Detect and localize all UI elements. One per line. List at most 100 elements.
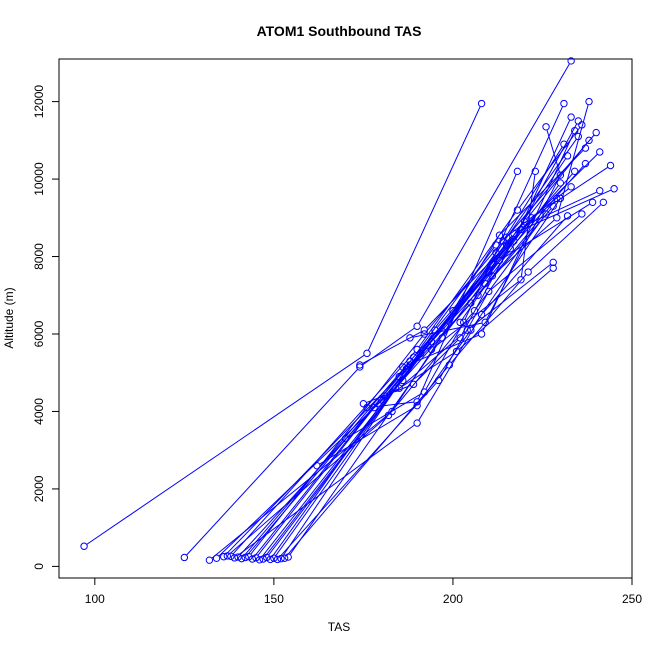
data-point — [413, 419, 421, 427]
series-segment — [418, 212, 516, 347]
data-point — [488, 272, 497, 280]
data-point — [359, 400, 368, 408]
series-segment — [494, 219, 555, 274]
series-26 — [359, 117, 582, 408]
data-point — [560, 99, 568, 108]
series-25 — [341, 99, 568, 443]
series-segment — [186, 369, 358, 556]
series-4 — [212, 132, 582, 562]
data-point — [234, 553, 242, 561]
data-point — [585, 97, 593, 106]
data-point — [556, 171, 565, 179]
data-point — [180, 553, 189, 562]
data-point — [427, 345, 436, 354]
series-9 — [252, 194, 561, 562]
series-segment — [443, 220, 531, 336]
data-point — [588, 198, 597, 207]
series-1 — [80, 99, 486, 550]
data-point — [212, 554, 221, 562]
data-point — [556, 194, 565, 203]
series-2 — [180, 57, 575, 562]
series-28 — [395, 258, 557, 392]
series-segment — [362, 331, 422, 364]
data-point — [237, 554, 246, 563]
data-point — [413, 322, 421, 330]
series-segment — [433, 227, 523, 340]
data-point — [420, 326, 428, 334]
data-point — [406, 334, 414, 342]
series-segment — [534, 167, 608, 217]
series-36 — [356, 241, 511, 369]
data-point — [356, 361, 364, 369]
data-point — [574, 117, 582, 125]
data-point — [263, 553, 271, 562]
series-segment — [418, 174, 517, 399]
data-point — [556, 179, 565, 187]
data-point — [549, 264, 557, 272]
series-segment — [426, 243, 502, 332]
series-27 — [377, 264, 557, 404]
data-point — [477, 330, 486, 338]
series-segment — [514, 120, 571, 239]
series-5 — [220, 136, 593, 561]
series-segment — [469, 264, 551, 329]
data-point — [481, 318, 489, 327]
series-33 — [449, 144, 590, 315]
data-point — [477, 99, 486, 108]
data-point — [255, 556, 264, 564]
data-point — [409, 353, 418, 361]
series-segment — [261, 348, 427, 558]
series-segment — [501, 150, 584, 234]
data-point — [599, 198, 608, 207]
y-tick-label: 2000 — [32, 475, 46, 502]
data-point — [363, 349, 371, 358]
data-point — [513, 167, 522, 176]
data-point — [517, 276, 525, 284]
data-point — [230, 554, 239, 562]
data-point — [341, 434, 350, 443]
series-segment — [418, 317, 481, 421]
data-point — [223, 552, 232, 560]
series-segment — [491, 215, 580, 290]
series-23 — [280, 198, 608, 562]
y-tick-label: 0 — [32, 563, 46, 570]
series-35 — [363, 167, 522, 412]
data-point — [502, 241, 511, 249]
series-segment — [401, 332, 465, 387]
data-point — [567, 113, 575, 121]
data-point — [270, 554, 278, 562]
series-segment — [426, 247, 505, 328]
series-segment — [366, 385, 411, 403]
data-point — [356, 363, 364, 371]
series-segment — [454, 237, 499, 309]
series-segment — [237, 424, 415, 557]
data-point — [427, 338, 436, 346]
series-31 — [427, 167, 540, 354]
data-point — [395, 384, 403, 392]
x-tick-label: 100 — [85, 592, 105, 606]
data-point — [553, 214, 561, 222]
series-segment — [264, 390, 394, 557]
series-segment — [211, 413, 390, 559]
series-17 — [248, 183, 575, 563]
y-tick-label: 10000 — [32, 162, 46, 196]
data-point — [463, 326, 471, 334]
data-point — [495, 231, 504, 239]
data-point — [413, 401, 421, 410]
data-point — [585, 136, 593, 145]
data-point — [442, 322, 450, 330]
series-segment — [458, 270, 551, 350]
series-20 — [223, 210, 550, 560]
data-point — [571, 167, 579, 176]
series-layer — [80, 57, 618, 564]
series-14 — [284, 161, 615, 561]
series-segment — [279, 382, 437, 558]
series-segment — [502, 203, 590, 259]
series-segment — [257, 410, 373, 556]
series-segment — [425, 325, 463, 390]
data-point — [578, 210, 586, 218]
y-axis-label: Altitude (m) — [2, 287, 16, 348]
data-point — [571, 126, 579, 135]
series-segment — [464, 106, 563, 320]
